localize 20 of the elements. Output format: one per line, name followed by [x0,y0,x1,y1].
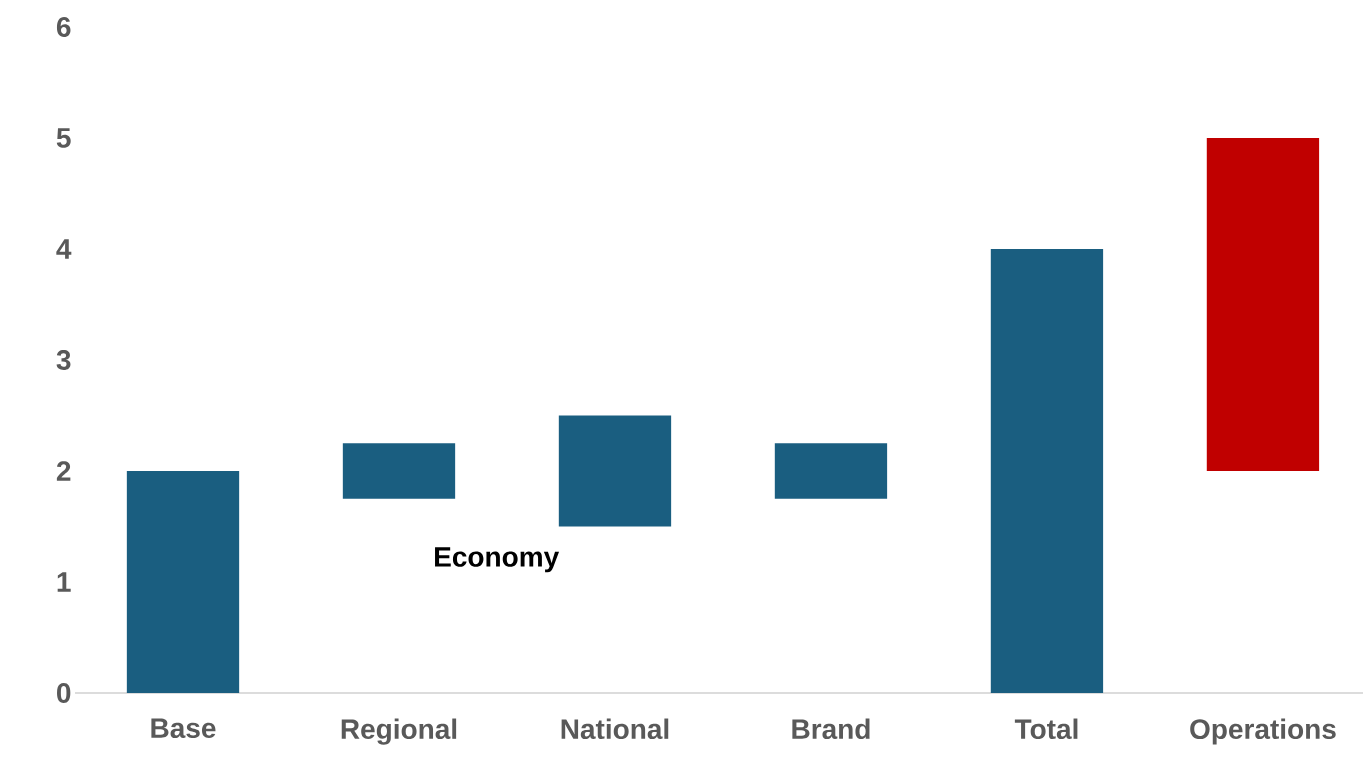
bar [774,443,888,499]
x-tick-label: Base [151,718,216,739]
y-tick-label: 2 [56,461,71,481]
bar [558,415,672,527]
y-tick-label: 6 [56,17,71,37]
x-tick-label: National [561,718,669,740]
x-tick-label: Brand [792,718,870,740]
y-tick-label: 0 [57,683,71,703]
bar [126,471,240,693]
x-tick-label: Total [1014,718,1078,740]
bar [1206,138,1320,471]
x-tick-label: Regional [341,718,457,745]
y-tick-label: 5 [56,128,71,148]
bar [990,249,1104,693]
x-tick-label: Operations [1190,718,1336,745]
annotation: Economy [435,547,560,573]
y-tick-label: 4 [56,239,72,259]
y-tick-label: 1 [57,572,71,592]
bar [342,443,456,499]
y-tick-label: 3 [56,350,71,370]
